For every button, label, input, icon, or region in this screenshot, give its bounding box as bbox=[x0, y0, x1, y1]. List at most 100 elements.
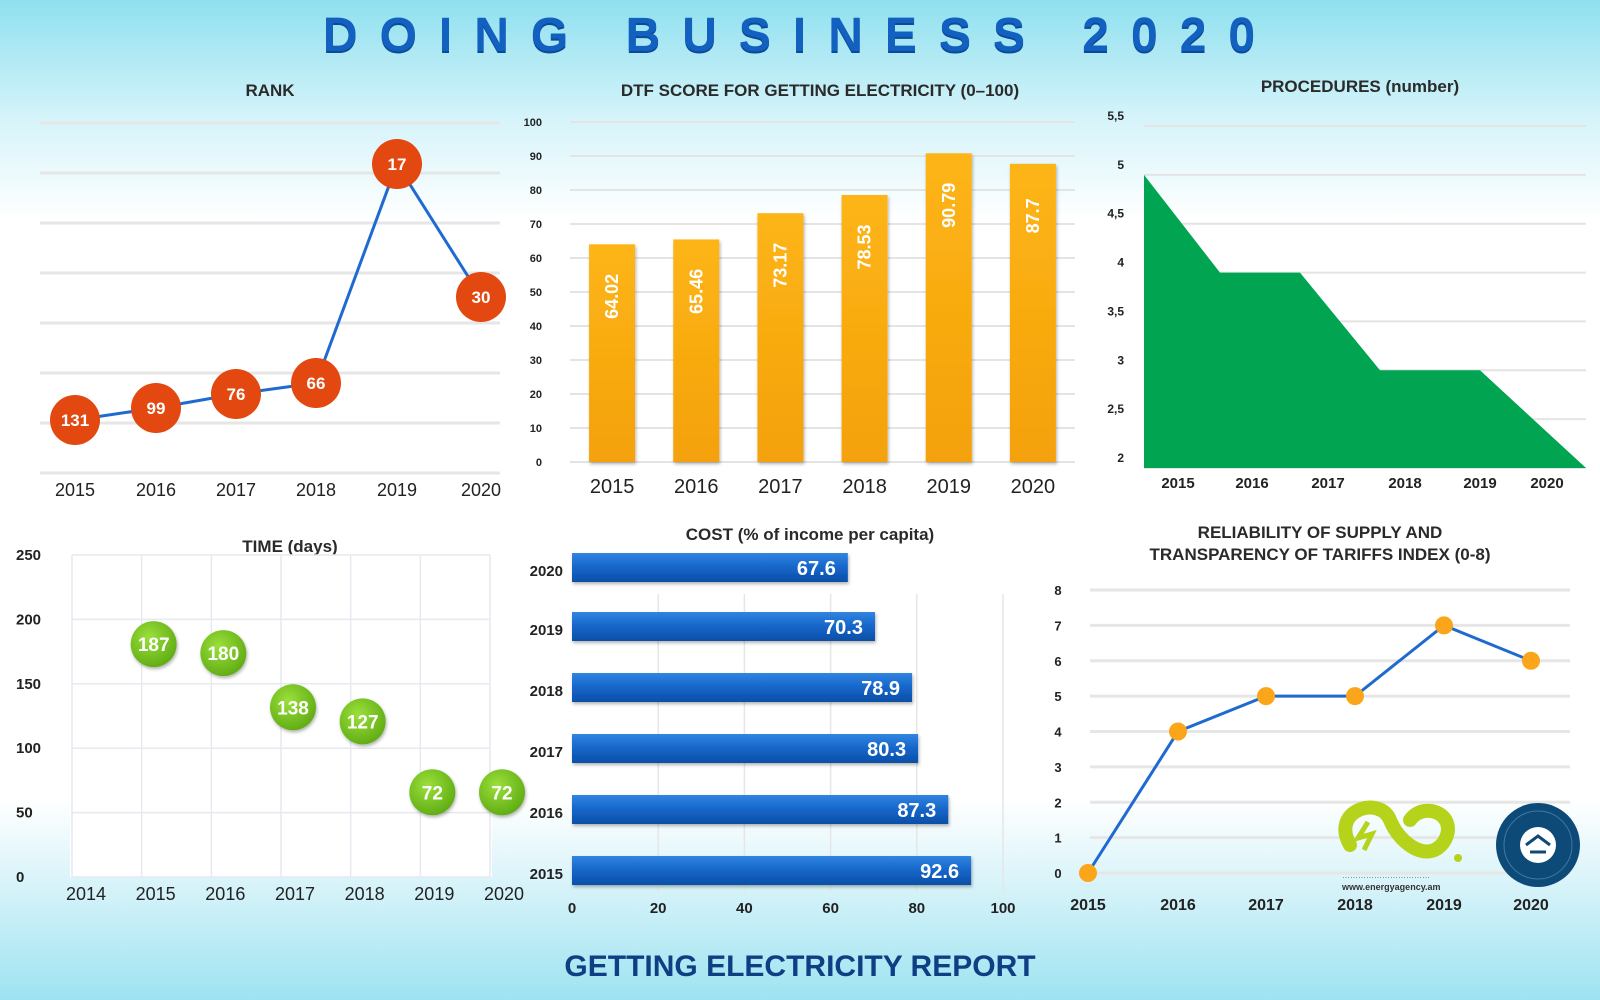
cost-x-tick-label: 40 bbox=[736, 900, 753, 917]
rank-marker bbox=[456, 272, 506, 322]
time-x-tick-label: 2020 bbox=[484, 884, 524, 904]
procedures-y-tick-label: 4,5 bbox=[1107, 207, 1124, 221]
time-x-tick-label: 2015 bbox=[136, 884, 176, 904]
rank-data-label: 99 bbox=[147, 399, 166, 418]
cost-data-label: 67.6 bbox=[797, 558, 836, 580]
time-data-label: 187 bbox=[138, 635, 170, 656]
reliability-y-tick-label: 4 bbox=[1054, 725, 1062, 740]
rank-x-tick-label: 2019 bbox=[377, 480, 417, 500]
cost-data-label: 78.9 bbox=[861, 678, 900, 700]
cost-chart-title: COST (% of income per capita) bbox=[685, 525, 935, 544]
dtf-x-tick-label: 2015 bbox=[590, 476, 635, 498]
dtf-y-tick-label: 60 bbox=[530, 253, 542, 265]
cost-chart-svg: 0 20 40 60 80 100 67.6 2020 70.3 2019 78.9 2018 80.3… bbox=[530, 553, 1016, 917]
procedures-y-tick-label: 3 bbox=[1117, 353, 1124, 367]
dtf-chart: DTF SCORE FOR GETTING ELECTRICITY (0–100… bbox=[520, 78, 1080, 508]
procedures-x-tick-label: 2020 bbox=[1530, 475, 1563, 492]
rank-line bbox=[74, 160, 483, 422]
cost-x-tick-label: 60 bbox=[822, 900, 839, 917]
time-chart-svg: 0 50 100 150 200 250 2014 2015 2016 2017 2018 2019 2… bbox=[16, 547, 525, 904]
energy-agency-url: www.energyagency.am bbox=[1341, 882, 1441, 892]
time-y-tick-label: 50 bbox=[16, 805, 33, 822]
dtf-data-label: 64.02 bbox=[602, 274, 622, 319]
time-chart: TIME (days) 0 50 100 150 200 250 2014 2015 2016 2… bbox=[16, 530, 525, 930]
procedures-chart-svg: 2 2,5 3 3,5 4 4,5 5 5,5 2015 2016 2017 2018 2019 2020 bbox=[1107, 109, 1587, 492]
time-x-tick-label: 2014 bbox=[66, 884, 106, 904]
footer-title: GETTING ELECTRICITY REPORT bbox=[564, 950, 1036, 983]
cost-y-tick-label: 2019 bbox=[530, 622, 563, 639]
rank-marker bbox=[131, 383, 181, 433]
cost-x-tick-label: 80 bbox=[908, 900, 925, 917]
dtf-x-tick-label: 2020 bbox=[1011, 476, 1056, 498]
cost-y-tick-label: 2017 bbox=[530, 744, 563, 761]
rank-x-tick-label: 2020 bbox=[461, 480, 501, 500]
time-x-tick-label: 2016 bbox=[205, 884, 245, 904]
dtf-x-tick-label: 2018 bbox=[842, 476, 887, 498]
procedures-chart-title: PROCEDURES (number) bbox=[1260, 77, 1460, 96]
reliability-y-tick-label: 6 bbox=[1054, 654, 1061, 669]
cost-y-tick-label: 2015 bbox=[530, 866, 563, 883]
dtf-chart-svg: 0 10 20 30 40 50 60 70 80 90 100 64.02 2015 65.46 2016… bbox=[524, 117, 1075, 498]
dtf-data-label: 78.53 bbox=[855, 224, 875, 269]
rank-x-tick-label: 2017 bbox=[216, 480, 256, 500]
reliability-line bbox=[1086, 623, 1532, 874]
reliability-chart-svg: 0 1 2 3 4 5 6 7 8 2015 2016 2017 2018 2019 2020 bbox=[1054, 583, 1570, 914]
reliability-chart-title-line1: RELIABILITY OF SUPPLY AND bbox=[1197, 523, 1443, 542]
dtf-data-label: 87.7 bbox=[1023, 198, 1043, 233]
time-y-tick-label: 250 bbox=[16, 547, 41, 564]
dtf-x-tick-label: 2019 bbox=[927, 476, 972, 498]
reliability-x-tick-label: 2018 bbox=[1337, 897, 1373, 914]
time-y-tick-label: 150 bbox=[16, 676, 41, 693]
time-marker bbox=[479, 769, 525, 816]
time-y-tick-label: 100 bbox=[16, 740, 41, 757]
reliability-x-tick-label: 2019 bbox=[1426, 897, 1462, 914]
rank-marker bbox=[50, 395, 100, 445]
time-x-tick-label: 2019 bbox=[414, 884, 454, 904]
reliability-x-tick-label: 2020 bbox=[1513, 897, 1549, 914]
dtf-y-tick-label: 10 bbox=[530, 423, 542, 435]
cost-chart: COST (% of income per capita) 0 20 40 60 80 1… bbox=[520, 520, 1040, 940]
cost-x-tick-label: 20 bbox=[650, 900, 667, 917]
cost-data-label: 92.6 bbox=[920, 861, 959, 883]
dtf-y-tick-label: 40 bbox=[530, 321, 542, 333]
energy-agency-logo-icon bbox=[1338, 800, 1462, 862]
procedures-y-tick-label: 4 bbox=[1117, 256, 1124, 270]
ministry-seal-logo-icon bbox=[1496, 803, 1580, 887]
cost-y-tick-label: 2020 bbox=[530, 563, 563, 580]
rank-chart-svg: 131 2015 99 2016 76 2017 66 2018 17 2019 30 2020 bbox=[40, 121, 506, 500]
logos: …………………………… www.energyagency.am bbox=[1330, 790, 1580, 900]
rank-marker bbox=[211, 369, 261, 419]
rank-data-label: 17 bbox=[388, 155, 407, 174]
procedures-x-tick-label: 2015 bbox=[1161, 475, 1194, 492]
reliability-marker bbox=[1346, 687, 1364, 706]
dtf-data-label: 90.79 bbox=[939, 183, 959, 228]
reliability-y-tick-label: 2 bbox=[1054, 795, 1061, 810]
cost-bar bbox=[572, 612, 875, 641]
rank-data-label: 131 bbox=[61, 411, 89, 430]
dtf-bar bbox=[925, 153, 972, 462]
rank-marker bbox=[372, 139, 422, 189]
logo-group: …………………………… www.energyagency.am bbox=[1338, 800, 1580, 892]
reliability-x-tick-label: 2015 bbox=[1070, 897, 1106, 914]
dtf-y-tick-label: 100 bbox=[524, 117, 542, 129]
cost-bar bbox=[572, 673, 913, 702]
time-y-tick-label: 200 bbox=[16, 611, 41, 628]
reliability-chart-title-line2: TRANSPARENCY OF TARIFFS INDEX (0-8) bbox=[1149, 545, 1491, 564]
time-marker bbox=[200, 630, 247, 677]
reliability-y-tick-label: 1 bbox=[1054, 831, 1061, 846]
reliability-y-tick-label: 5 bbox=[1054, 689, 1061, 704]
procedures-x-tick-label: 2018 bbox=[1388, 475, 1421, 492]
rank-marker bbox=[291, 358, 341, 408]
dtf-chart-title: DTF SCORE FOR GETTING ELECTRICITY (0–100… bbox=[620, 81, 1020, 100]
reliability-x-tick-label: 2016 bbox=[1160, 897, 1196, 914]
time-data-label: 72 bbox=[491, 783, 512, 804]
time-marker bbox=[130, 621, 177, 668]
time-chart-title: TIME (days) bbox=[242, 537, 338, 556]
procedures-y-tick-label: 5 bbox=[1117, 158, 1124, 172]
logo-caption: …………………………… bbox=[1342, 871, 1430, 880]
time-marker bbox=[409, 769, 456, 816]
time-x-tick-label: 2017 bbox=[275, 884, 315, 904]
time-marker bbox=[339, 698, 386, 745]
reliability-y-tick-label: 3 bbox=[1054, 760, 1061, 775]
cost-data-label: 70.3 bbox=[824, 617, 863, 639]
